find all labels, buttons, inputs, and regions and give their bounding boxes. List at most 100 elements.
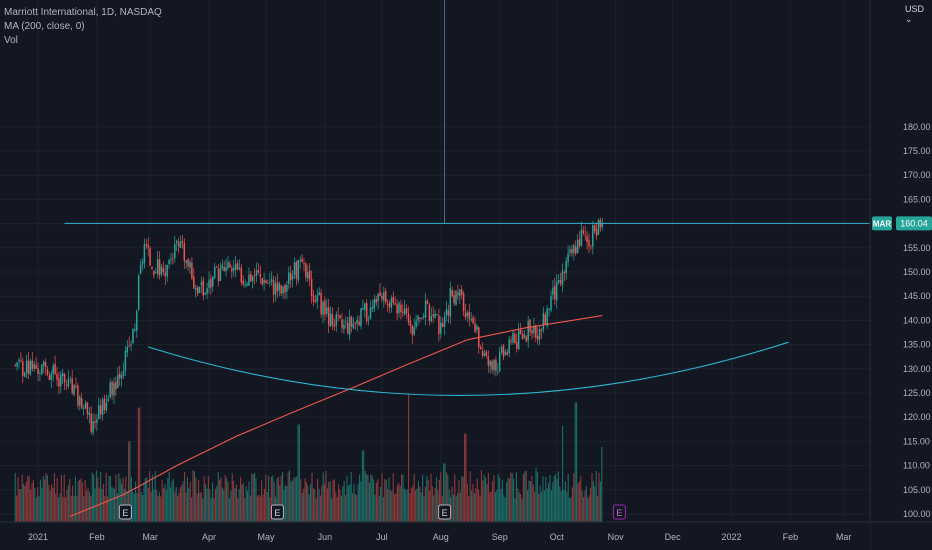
candle-body: [213, 266, 216, 278]
candle-body: [483, 353, 486, 357]
currency-label[interactable]: USD ⌄: [905, 4, 924, 24]
volume-bar: [535, 467, 537, 522]
candle-body: [29, 360, 32, 375]
volume-bar: [66, 489, 68, 522]
volume-bar: [289, 470, 291, 522]
volume-bar: [262, 494, 264, 522]
volume-bar: [485, 477, 487, 522]
candle-body: [345, 321, 347, 323]
candle-body: [595, 229, 598, 236]
candle-body: [286, 284, 288, 292]
candle-body: [597, 220, 600, 235]
volume-bar: [468, 496, 470, 522]
symbol-badge: [872, 216, 892, 231]
candle-body: [544, 314, 547, 325]
price-tick-label: 140.00: [903, 315, 931, 325]
candle-body: [82, 407, 85, 409]
price-tick-label: 110.00: [903, 461, 930, 471]
symbol-title[interactable]: Marriott International, 1D, NASDAQ: [4, 7, 162, 18]
volume-bar: [353, 483, 355, 522]
volume-bar: [366, 474, 368, 522]
chart-legend: Marriott International, 1D, NASDAQ MA (2…: [4, 6, 162, 48]
volume-bar: [188, 488, 190, 522]
volume-bar: [493, 475, 495, 522]
candle-body: [179, 241, 182, 248]
candle-body: [56, 373, 58, 380]
volume-bar: [146, 477, 148, 522]
volume-bar: [88, 491, 90, 522]
volume-bar: [34, 487, 36, 522]
earnings-marker-letter: E: [274, 508, 280, 518]
ma-indicator-label[interactable]: MA (200, close, 0): [4, 21, 85, 32]
candle-body: [250, 273, 252, 282]
volume-bar: [58, 497, 60, 522]
volume-bar: [212, 482, 214, 522]
volume-bar: [401, 474, 403, 522]
candle-body: [208, 279, 210, 289]
candle-body: [120, 375, 123, 379]
volume-bar: [84, 479, 86, 522]
volume-bar: [552, 482, 554, 522]
volume-bar: [382, 497, 384, 522]
candle-body: [156, 258, 159, 275]
volume-bar: [490, 491, 492, 522]
candle-body: [308, 270, 311, 280]
volume-bar: [395, 493, 397, 522]
volume-bar: [542, 476, 544, 522]
candle-body: [80, 398, 83, 409]
volume-bar: [336, 497, 338, 522]
price-tick-label: 125.00: [903, 388, 931, 398]
candle-body: [432, 314, 434, 317]
volume-bar: [62, 496, 64, 522]
volume-bar: [167, 477, 169, 522]
volume-bar: [223, 490, 225, 522]
volume-bar: [494, 492, 496, 522]
volume-bar: [590, 487, 592, 522]
candle-body: [158, 259, 161, 276]
volume-bar: [161, 480, 163, 522]
volume-bar: [51, 484, 53, 522]
volume-bar: [142, 495, 144, 522]
volume-bar: [276, 478, 278, 522]
candle-body: [181, 240, 184, 243]
drawings[interactable]: [64, 0, 870, 396]
candle-body: [164, 272, 167, 277]
volume-bar: [375, 482, 377, 522]
candle-body: [430, 316, 433, 321]
volume-bar: [419, 486, 421, 522]
volume-bar: [310, 484, 312, 522]
volume-bar: [469, 471, 471, 522]
volume-bar: [248, 481, 250, 522]
candle-body: [312, 295, 315, 302]
volume-bar: [496, 489, 498, 522]
candle-body: [352, 323, 355, 329]
candle-body: [491, 361, 493, 370]
volume-bar: [429, 490, 431, 522]
volume-bar: [21, 474, 23, 522]
volume-bar: [524, 471, 526, 522]
candle-body: [422, 315, 425, 318]
candle-body: [502, 345, 505, 357]
volume-bar: [525, 470, 527, 522]
volume-bar: [209, 489, 211, 522]
volume-bar: [567, 474, 569, 522]
volume-bar: [597, 496, 599, 522]
volume-bar: [150, 491, 152, 522]
candle-body: [531, 330, 533, 334]
volume-bar: [38, 496, 40, 522]
candle-body: [227, 261, 229, 268]
candle-body: [457, 292, 459, 296]
candle-body: [493, 359, 495, 371]
volume-bar: [444, 463, 446, 522]
volume-bar: [545, 476, 547, 522]
volume-bar: [305, 482, 307, 522]
volume-bar: [576, 402, 578, 522]
volume-bar: [507, 477, 509, 522]
volume-bar: [529, 481, 531, 522]
volume-indicator-label[interactable]: Vol: [4, 35, 18, 46]
volume-bar: [65, 497, 67, 522]
volume-bar: [198, 479, 200, 522]
